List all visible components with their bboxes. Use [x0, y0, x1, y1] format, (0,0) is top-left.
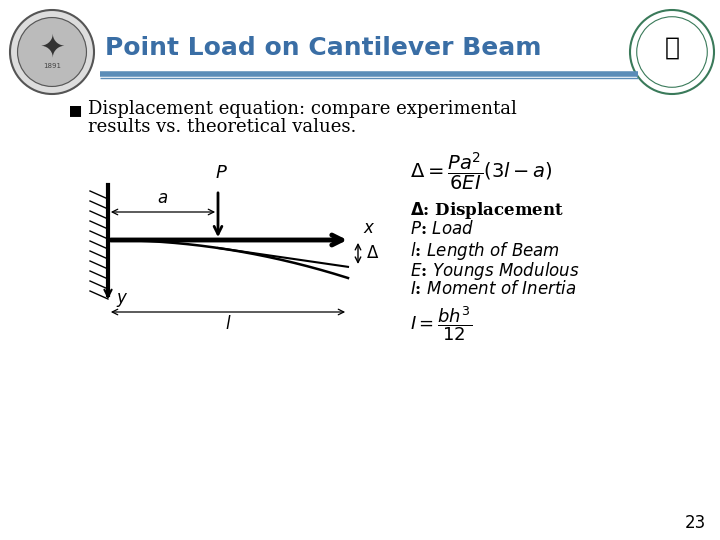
Circle shape	[17, 18, 86, 86]
Text: $\mathit{I}$: $\mathit{Moment\ of\ Inertia}$: $\mathit{I}$: $\mathit{Moment\ of\ Inert…	[410, 280, 577, 298]
Text: Displacement equation: compare experimental: Displacement equation: compare experimen…	[88, 100, 517, 118]
Circle shape	[636, 17, 707, 87]
Text: $\mathit{P}$: $\mathit{Load}$: $\mathit{P}$: $\mathit{Load}$	[410, 220, 474, 238]
Circle shape	[630, 10, 714, 94]
Text: $\it{l}$: $\it{l}$	[225, 315, 231, 333]
Text: $\mathit{I} = \dfrac{bh^3}{12}$: $\mathit{I} = \dfrac{bh^3}{12}$	[410, 304, 472, 343]
Text: $\it{P}$: $\it{P}$	[215, 164, 228, 182]
Text: ✦: ✦	[40, 33, 65, 63]
Text: $\mathit{l}$: $\mathit{Length\ of\ Beam}$: $\mathit{l}$: $\mathit{Length\ of\ Beam}…	[410, 240, 560, 262]
Circle shape	[10, 10, 94, 94]
Text: $\Delta$: $\Delta$	[366, 245, 379, 262]
Text: 🌿: 🌿	[665, 36, 680, 60]
Text: $\it{y}$: $\it{y}$	[116, 291, 128, 309]
Text: ▪: ▪	[68, 100, 83, 120]
Text: $\it{x}$: $\it{x}$	[363, 219, 375, 237]
Text: $\Delta = \dfrac{Pa^2}{6EI}(3l - a)$: $\Delta = \dfrac{Pa^2}{6EI}(3l - a)$	[410, 150, 553, 192]
Text: $\mathbf{\Delta}$: Displacement: $\mathbf{\Delta}$: Displacement	[410, 200, 564, 221]
Text: results vs. theoretical values.: results vs. theoretical values.	[88, 118, 356, 136]
Text: $\mathit{E}$: $\mathit{Youngs\ Modulous}$: $\mathit{E}$: $\mathit{Youngs\ Modulous}…	[410, 260, 580, 282]
Text: $\it{a}$: $\it{a}$	[158, 189, 168, 207]
Text: 23: 23	[685, 514, 706, 532]
Text: Point Load on Cantilever Beam: Point Load on Cantilever Beam	[105, 36, 541, 60]
Text: 1891: 1891	[43, 63, 61, 69]
